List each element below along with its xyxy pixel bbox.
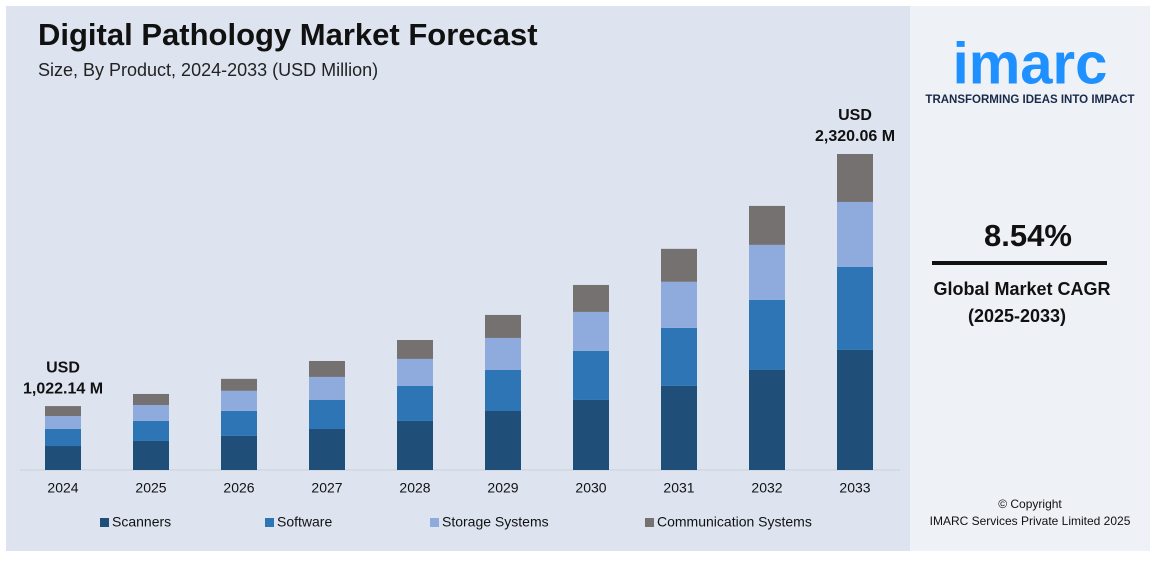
bar-segment [397, 420, 433, 470]
bar-segment [573, 350, 609, 400]
cagr-rule [932, 261, 1107, 265]
bar-segment [309, 428, 345, 470]
side-panel-bg [910, 6, 1150, 551]
bar-segment [309, 376, 345, 400]
bar-segment [749, 299, 785, 370]
logo: imarc [953, 31, 1108, 96]
bar-segment [45, 416, 81, 429]
legend-swatch [265, 518, 274, 527]
chart-title: Digital Pathology Market Forecast [38, 17, 538, 52]
bar-segment [573, 399, 609, 470]
cagr-period: (2025-2033) [968, 306, 1066, 326]
bar-segment [133, 440, 169, 470]
bar-segment [221, 390, 257, 411]
x-tick-label: 2026 [223, 480, 254, 496]
x-tick-label: 2030 [575, 480, 606, 496]
bar-segment [45, 446, 81, 470]
bar-segment [133, 393, 169, 406]
legend-swatch [430, 518, 439, 527]
cagr-label: Global Market CAGR [933, 279, 1110, 299]
bar-segment [45, 428, 81, 447]
bar-segment [309, 360, 345, 377]
bar-segment [837, 154, 873, 202]
cagr-value: 8.54% [984, 218, 1072, 253]
tagline: TRANSFORMING IDEAS INTO IMPACT [925, 94, 1134, 106]
bar-segment [45, 406, 81, 417]
bar-segment [221, 435, 257, 470]
legend-label: Storage Systems [442, 514, 549, 530]
bar-segment [749, 244, 785, 300]
bar-segment [837, 349, 873, 470]
bar-segment [309, 399, 345, 429]
bar-segment [133, 405, 169, 421]
x-tick-label: 2027 [311, 480, 342, 496]
bar-segment [221, 378, 257, 391]
x-tick-label: 2033 [839, 480, 870, 496]
bar-segment [573, 311, 609, 351]
x-tick-label: 2031 [663, 480, 694, 496]
bar-segment [397, 385, 433, 421]
x-tick-label: 2028 [399, 480, 430, 496]
legend-label: Communication Systems [657, 514, 812, 530]
company: IMARC Services Private Limited 2025 [930, 514, 1131, 528]
bar-segment [661, 385, 697, 470]
legend-swatch [645, 518, 654, 527]
bar-segment [485, 369, 521, 411]
legend-label: Software [277, 514, 332, 530]
bar-segment [749, 369, 785, 470]
bar-segment [661, 248, 697, 282]
bar-segment [397, 358, 433, 386]
annotation: 1,022.14 M [23, 380, 103, 397]
bar-segment [837, 201, 873, 267]
bar-segment [485, 337, 521, 370]
chart-subtitle: Size, By Product, 2024-2033 (USD Million… [38, 60, 378, 80]
x-tick-label: 2029 [487, 480, 518, 496]
legend-label: Scanners [112, 514, 171, 530]
bar-segment [133, 420, 169, 441]
annotation: USD [46, 359, 80, 376]
bar-segment [485, 314, 521, 338]
x-tick-label: 2032 [751, 480, 782, 496]
x-tick-label: 2024 [47, 480, 78, 496]
bar-segment [749, 205, 785, 245]
annotation: USD [838, 107, 872, 124]
bar-segment [397, 340, 433, 359]
bar-segment [221, 410, 257, 436]
bar-segment [661, 327, 697, 386]
bar-segment [485, 410, 521, 470]
legend-swatch [100, 518, 109, 527]
copyright: © Copyright [998, 497, 1062, 511]
annotation: 2,320.06 M [815, 128, 895, 145]
bar-segment [661, 281, 697, 328]
bar-segment [837, 266, 873, 350]
x-tick-label: 2025 [135, 480, 166, 496]
bar-segment [573, 284, 609, 312]
